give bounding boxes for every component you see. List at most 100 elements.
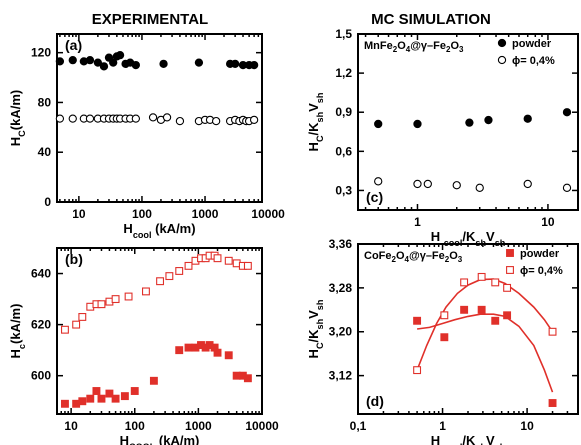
plot-frame-c (357, 33, 579, 211)
x-tick-label-c: 10 (541, 215, 555, 229)
data-point (440, 311, 449, 320)
data-point (523, 114, 532, 123)
panel-c: 1 100,30,60,91,21,5H cool/KshVshHC/KshVsh… (306, 27, 579, 248)
y-tick-label-b: 600 (31, 369, 51, 383)
y-tick-label-c: 0,3 (335, 183, 352, 197)
fit-curve-d-0 (416, 313, 554, 393)
data-point (165, 272, 174, 281)
x-tick-label-a: 10 (72, 207, 86, 221)
y-tick-label-a: 40 (38, 145, 52, 159)
data-point (115, 51, 125, 60)
data-point (78, 313, 87, 321)
data-point (124, 292, 133, 301)
column-title-mc-simulation: MC SIMULATION (371, 11, 491, 28)
data-point (211, 116, 221, 126)
data-point (175, 267, 184, 275)
data-point (78, 397, 87, 406)
column-title-experimental: EXPERIMENTAL (92, 11, 208, 28)
panel-d: 0,1 1 10 3,12 3,20 3,28 3,36 H cool/KshVsh HC/Ks… (306, 237, 579, 445)
panel-label-c: (c) (366, 189, 383, 205)
x-tick-label-c: 1 (414, 215, 421, 229)
x-tick-label-b: 1000 (185, 419, 212, 433)
x-tick-label-a: 100 (132, 207, 152, 221)
data-point (224, 351, 233, 360)
data-point (224, 256, 233, 265)
data-point (491, 316, 500, 325)
data-point (97, 300, 106, 309)
data-point (131, 114, 140, 123)
y-tick-label-c: 0,6 (335, 144, 352, 158)
y-tick-label-d: 3,36 (329, 237, 353, 251)
y-tick-label-c: 1,5 (335, 27, 352, 41)
x-tick-label-a: 1000 (192, 207, 219, 221)
panel-label-a: (a) (65, 37, 82, 53)
data-point (413, 179, 422, 189)
x-axis-label-a: Hcool (kA/m) (123, 221, 195, 240)
data-point (465, 118, 474, 127)
data-point (97, 394, 106, 403)
data-point (374, 119, 383, 129)
y-axis-label-d: HC/KshVsh (306, 300, 325, 359)
data-point (475, 183, 484, 192)
data-point (111, 394, 120, 403)
data-point (55, 57, 65, 66)
panel-b: 10 100 1000 10000 600 620 640 HCOOL (kA/m) Hc(kA… (8, 247, 279, 445)
y-tick-label-a: 0 (44, 195, 51, 209)
y-tick-label-b: 620 (31, 318, 51, 332)
data-point (548, 327, 557, 336)
data-point (68, 55, 77, 65)
data-point (131, 60, 140, 70)
data-point (184, 261, 193, 270)
data-point (423, 179, 432, 189)
data-point (562, 183, 572, 192)
legend-label-d: ϕ= 0,4% (520, 265, 563, 277)
data-point (99, 62, 109, 71)
data-point (503, 283, 512, 292)
x-tick-label-d: 10 (520, 419, 534, 433)
x-tick-label-b: 10 (64, 419, 78, 433)
data-point (55, 114, 65, 123)
y-tick-label-d: 3,12 (329, 369, 353, 383)
data-point (141, 287, 150, 296)
x-tick-label-a: 10000 (251, 207, 285, 221)
data-point (503, 311, 512, 320)
x-tick-label-d: 0,1 (350, 419, 367, 433)
y-tick-label-c: 1,2 (335, 66, 352, 80)
x-axis-label-b: HCOOL (kA/m) (120, 433, 200, 445)
data-point (460, 305, 469, 314)
data-point (184, 343, 193, 352)
y-tick-label-a: 120 (31, 46, 51, 60)
data-point (60, 399, 69, 408)
data-point (111, 295, 120, 304)
data-point (109, 58, 118, 67)
data-point (491, 278, 500, 287)
data-point (243, 374, 252, 383)
data-point (249, 60, 259, 70)
data-point (562, 108, 572, 117)
legend-marker-c (497, 38, 507, 48)
legend-marker-d (506, 266, 514, 274)
data-point (249, 115, 259, 125)
data-point (120, 392, 129, 401)
data-point (413, 119, 422, 129)
legend-label-d: powder (520, 248, 560, 260)
legend-label-c: ϕ= 0,4% (512, 55, 555, 67)
y-tick-label-b: 640 (31, 267, 51, 281)
y-axis-label-b: Hc(kA/m) (8, 304, 27, 359)
y-tick-label-a: 80 (38, 95, 52, 109)
data-point (130, 387, 139, 395)
data-point (413, 316, 422, 325)
data-point (159, 59, 168, 69)
data-point (374, 177, 383, 186)
x-axis-label-d: H cool/KshVsh (431, 433, 506, 445)
data-point (213, 348, 222, 357)
data-point (92, 387, 101, 395)
data-point (148, 113, 158, 122)
data-point (93, 58, 103, 67)
data-point (523, 179, 532, 189)
y-tick-label-c: 0,9 (335, 105, 352, 119)
panel-label-d: (d) (366, 393, 384, 409)
x-tick-label-b: 100 (125, 419, 145, 433)
x-tick-label-d: 1 (439, 419, 446, 433)
